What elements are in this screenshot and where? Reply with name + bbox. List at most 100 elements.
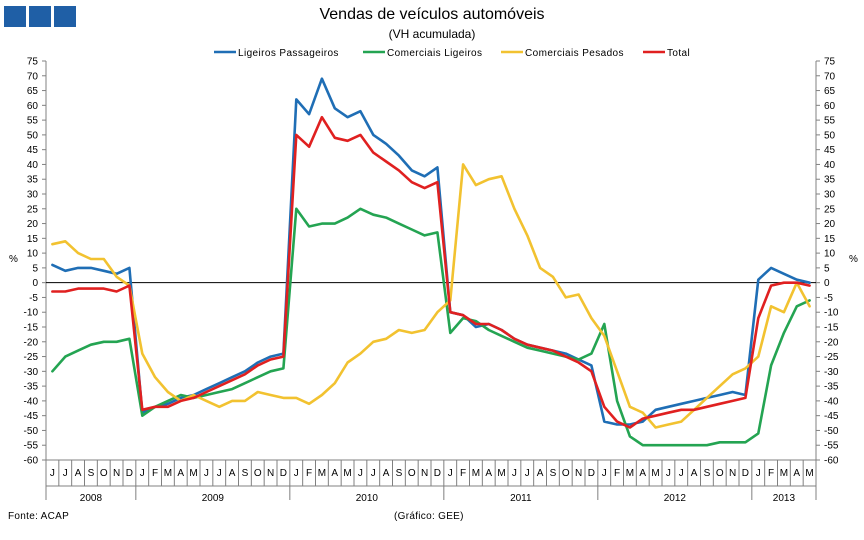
y-tick-label: -15 xyxy=(824,323,839,334)
chart-title: Vendas de veículos automóveis xyxy=(319,6,545,23)
y-tick-label: 40 xyxy=(27,160,39,171)
x-tick-label: N xyxy=(421,468,428,479)
y-tick-label: 60 xyxy=(27,101,39,112)
y-tick-label: 65 xyxy=(27,86,39,97)
x-tick-label: D xyxy=(434,468,441,479)
x-tick-label: F xyxy=(152,468,158,479)
y-tick-label: 30 xyxy=(824,190,836,201)
year-label: 2012 xyxy=(664,493,687,504)
y-tick-label: 55 xyxy=(824,116,836,127)
y-tick-label: 50 xyxy=(27,130,39,141)
x-tick-label: J xyxy=(140,468,145,479)
y-tick-label: -30 xyxy=(824,367,839,378)
x-tick-label: D xyxy=(742,468,749,479)
x-tick-label: S xyxy=(704,468,711,479)
year-label: 2010 xyxy=(356,493,379,504)
x-tick-label: N xyxy=(267,468,274,479)
x-tick-label: S xyxy=(88,468,95,479)
y-tick-label: 45 xyxy=(27,145,39,156)
y-tick-label: 0 xyxy=(32,278,38,289)
y-tick-label: -45 xyxy=(824,411,839,422)
x-tick-label: N xyxy=(729,468,736,479)
x-tick-label: J xyxy=(50,468,55,479)
x-tick-label: O xyxy=(100,468,108,479)
x-tick-label: A xyxy=(639,468,646,479)
y-tick-label: 65 xyxy=(824,86,836,97)
x-tick-label: A xyxy=(793,468,800,479)
x-tick-label: M xyxy=(780,468,788,479)
x-tick-label: N xyxy=(113,468,120,479)
y-tick-label: -50 xyxy=(24,426,39,437)
y-tick-label: -30 xyxy=(24,367,39,378)
x-tick-label: M xyxy=(805,468,813,479)
y-tick-label: -55 xyxy=(824,441,839,452)
x-tick-label: M xyxy=(318,468,326,479)
x-tick-label: A xyxy=(331,468,338,479)
x-tick-label: J xyxy=(204,468,209,479)
y-tick-label: 20 xyxy=(824,219,836,230)
y-tick-label: -5 xyxy=(824,293,833,304)
x-tick-label: A xyxy=(177,468,184,479)
x-tick-label: A xyxy=(537,468,544,479)
y-tick-label: 70 xyxy=(27,71,39,82)
year-label: 2009 xyxy=(202,493,225,504)
y-tick-label: 30 xyxy=(27,190,39,201)
logo-square xyxy=(4,6,26,27)
x-tick-label: J xyxy=(63,468,68,479)
y-tick-label: 5 xyxy=(824,263,830,274)
y-tick-label: 5 xyxy=(32,263,38,274)
y-tick-label: -35 xyxy=(824,382,839,393)
chart-credit: (Gráfico: GEE) xyxy=(394,511,464,522)
x-tick-label: M xyxy=(343,468,351,479)
y-tick-label: -20 xyxy=(24,337,39,348)
x-tick-label: S xyxy=(396,468,403,479)
chart-subtitle: (VH acumulada) xyxy=(388,27,476,41)
x-tick-label: J xyxy=(512,468,517,479)
y-tick-label: 25 xyxy=(27,204,39,215)
y-tick-label: -50 xyxy=(824,426,839,437)
legend-label: Total xyxy=(667,48,690,59)
y-tick-label: -35 xyxy=(24,382,39,393)
y-tick-label: 10 xyxy=(27,249,39,260)
y-tick-label: -25 xyxy=(824,352,839,363)
x-tick-label: J xyxy=(358,468,363,479)
y-tick-label: -60 xyxy=(824,456,839,467)
x-tick-label: A xyxy=(383,468,390,479)
y-tick-label: -40 xyxy=(24,396,39,407)
x-tick-label: M xyxy=(164,468,172,479)
x-tick-label: J xyxy=(666,468,671,479)
logo-square xyxy=(29,6,51,27)
x-tick-label: O xyxy=(716,468,724,479)
x-tick-label: S xyxy=(550,468,557,479)
x-tick-label: M xyxy=(472,468,480,479)
series-line-comerciais-pesados xyxy=(51,163,811,429)
y-tick-label: 20 xyxy=(27,219,39,230)
y-tick-label: 45 xyxy=(824,145,836,156)
x-tick-label: J xyxy=(525,468,530,479)
y-tick-label: -55 xyxy=(24,441,39,452)
x-tick-label: M xyxy=(189,468,197,479)
gee-logo xyxy=(4,6,76,27)
y-tick-label: 35 xyxy=(27,175,39,186)
y-tick-label: -40 xyxy=(824,396,839,407)
x-tick-label: J xyxy=(294,468,299,479)
y-tick-label: 75 xyxy=(824,57,836,68)
y-tick-label: -45 xyxy=(24,411,39,422)
x-tick-label: F xyxy=(306,468,312,479)
year-label: 2013 xyxy=(773,493,796,504)
y-tick-label: -60 xyxy=(24,456,39,467)
legend-label: Comerciais Ligeiros xyxy=(387,48,482,59)
x-tick-label: O xyxy=(562,468,570,479)
x-tick-label: M xyxy=(651,468,659,479)
y-tick-label: -15 xyxy=(24,323,39,334)
y-axis-label: % xyxy=(849,254,858,265)
x-tick-label: D xyxy=(588,468,595,479)
series-line-ligeiros-passageiros xyxy=(51,77,811,426)
y-tick-label: 75 xyxy=(27,57,39,68)
series-line-total xyxy=(51,115,811,429)
x-tick-label: O xyxy=(408,468,416,479)
legend-label: Ligeiros Passageiros xyxy=(238,48,339,59)
x-tick-label: J xyxy=(602,468,607,479)
x-tick-label: J xyxy=(448,468,453,479)
x-tick-label: F xyxy=(614,468,620,479)
